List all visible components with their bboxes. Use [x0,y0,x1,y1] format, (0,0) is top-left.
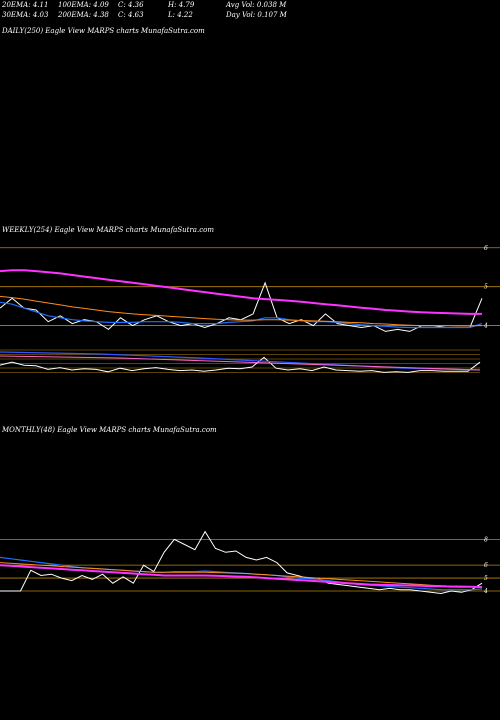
close-value: C: 4.36 [118,1,144,9]
monthly-y-tick-label: 4 [483,588,488,595]
weekly-caption: WEEKLY(254) Eagle View MARPS charts Muna… [2,226,214,234]
monthly-caption: MONTHLY(48) Eagle View MARPS charts Muna… [2,426,217,434]
ema100-value: 100EMA: 4.09 [58,1,109,9]
monthly-ema-slow-line [0,562,483,588]
weekly-ema-long-line [0,269,482,315]
day-vol-value: Day Vol: 0.107 M [226,11,287,19]
stats-row-1: 20EMA: 4.11 100EMA: 4.09 C: 4.36 H: 4.79… [2,0,346,10]
daily-caption: DAILY(250) Eagle View MARPS charts Munaf… [2,27,205,35]
stats-header: 20EMA: 4.11 100EMA: 4.09 C: 4.36 H: 4.79… [2,0,346,20]
indicator-line [0,356,481,373]
weekly-ema-fast-line [0,301,483,329]
avg-vol-value: Avg Vol: 0.038 M [226,1,287,9]
weekly-ema-slow-line [0,295,483,327]
weekly-y-tick-label: 5 [484,284,488,291]
weekly-y-tick-label: 6 [484,245,488,252]
monthly-y-tick-label: 5 [484,575,488,582]
ema30-value: 30EMA: 4.03 [2,11,49,19]
high-value: H: 4.79 [168,1,195,9]
monthly-price-line [0,530,483,595]
monthly-y-tick-label: 8 [484,536,488,543]
indicator-ema-line [0,355,481,371]
ema20-value: 20EMA: 4.11 [2,1,49,9]
weekly-y-tick-label: 4 [483,323,488,330]
stats-row-2: 30EMA: 4.03 200EMA: 4.38 C: 4.63 L: 4.22… [2,10,346,20]
monthly-y-tick-label: 6 [484,562,488,569]
ema200-value: 200EMA: 4.38 [58,11,109,19]
indicator-ema-line [0,351,481,371]
change-value: C: 4.63 [118,11,144,19]
low-value: L: 4.22 [168,11,193,19]
monthly-ema-long-line [0,564,483,589]
